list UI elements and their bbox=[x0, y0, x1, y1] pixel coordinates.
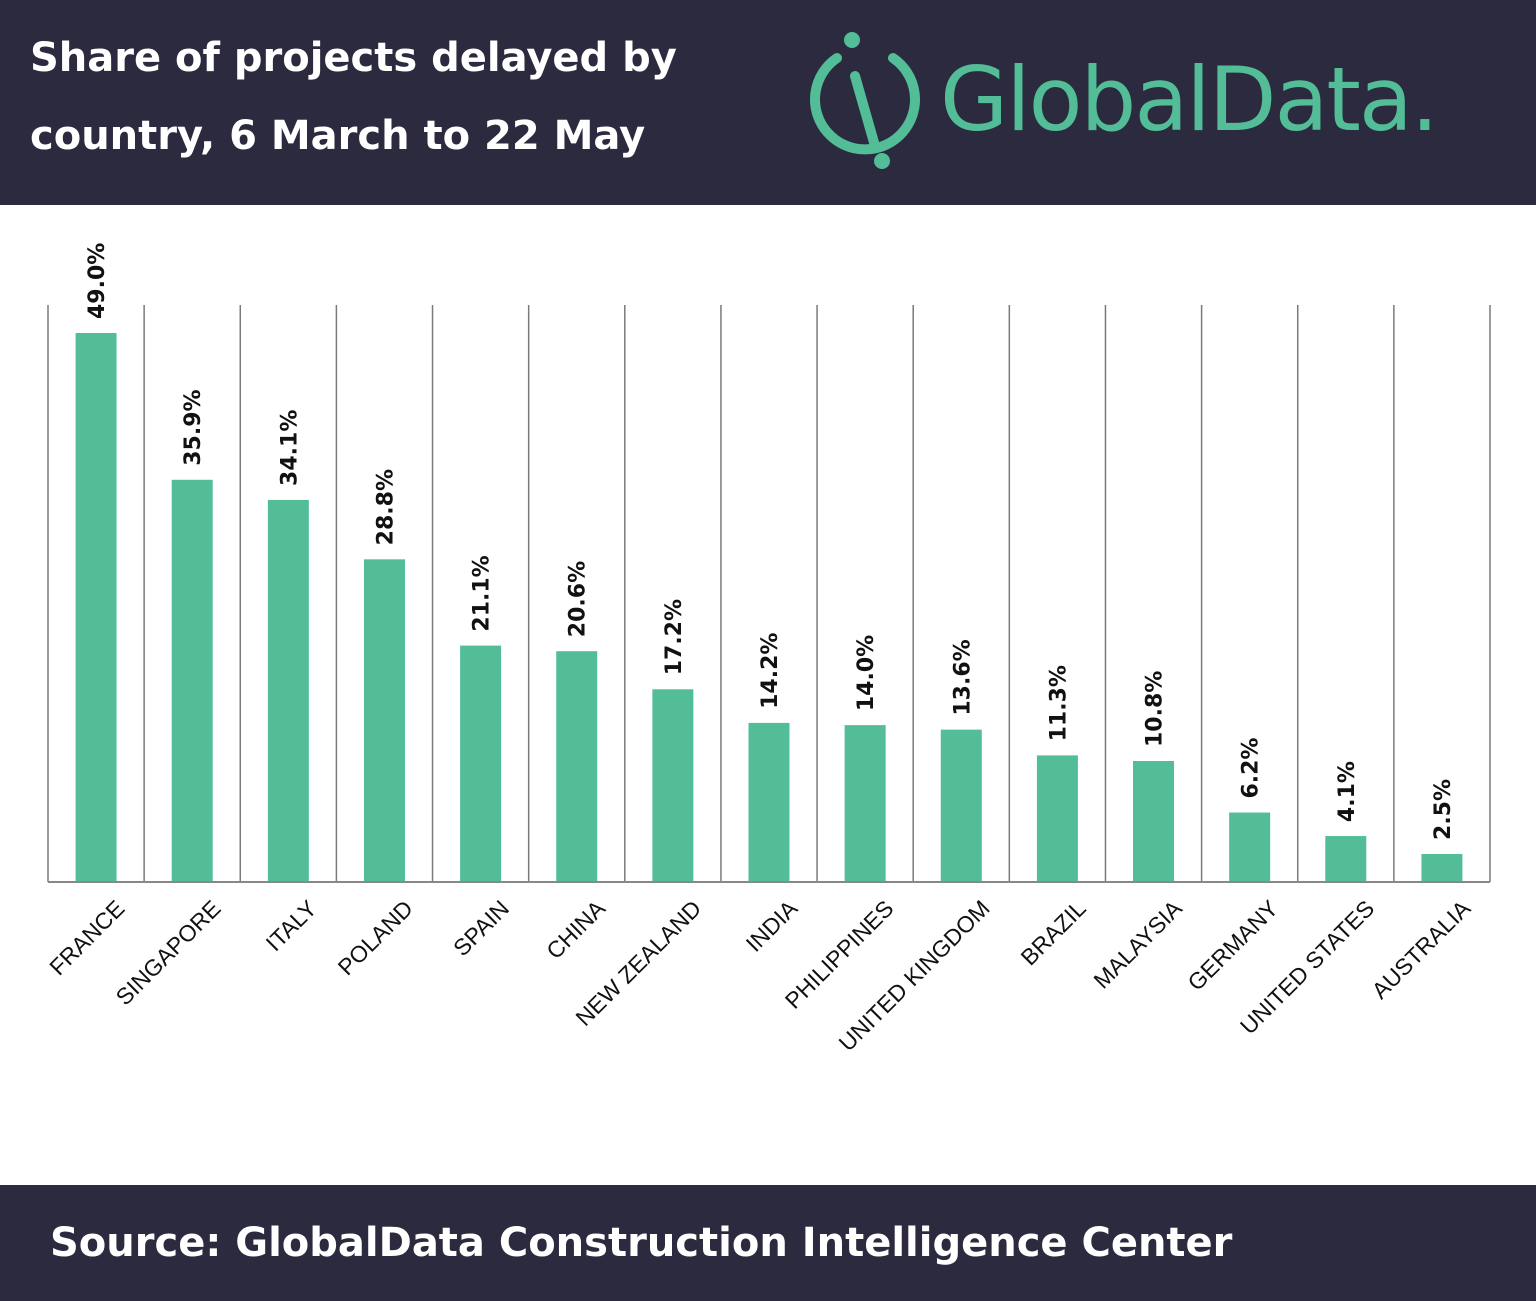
value-label: 35.9% bbox=[181, 389, 206, 465]
globaldata-logo-icon bbox=[810, 32, 920, 169]
category-label: CHINA bbox=[541, 895, 610, 964]
bar-italy bbox=[267, 499, 309, 882]
category-label: SPAIN bbox=[448, 895, 514, 961]
grid-layer bbox=[47, 305, 1491, 882]
value-label: 21.1% bbox=[470, 555, 495, 631]
bar-germany bbox=[1229, 812, 1271, 882]
bar-united-kingdom bbox=[940, 729, 982, 882]
category-label: BRAZIL bbox=[1015, 895, 1090, 970]
value-label: 17.2% bbox=[662, 599, 687, 675]
category-label: AUSTRALIA bbox=[1367, 895, 1476, 1004]
source-note: Source: GlobalData Construction Intellig… bbox=[50, 1220, 1233, 1266]
bar-new-zealand bbox=[652, 689, 694, 882]
category-label: INDIA bbox=[741, 895, 803, 957]
bar-philippines bbox=[844, 725, 886, 882]
bar-layer bbox=[75, 333, 1463, 882]
bar-china bbox=[556, 651, 598, 882]
value-label: 20.6% bbox=[566, 561, 591, 637]
value-label: 49.0% bbox=[85, 243, 110, 319]
header-banner: Share of projects delayed by country, 6 … bbox=[0, 0, 1536, 205]
bar-poland bbox=[363, 559, 405, 882]
chart-title-line-1: Share of projects delayed by bbox=[30, 35, 677, 81]
value-label: 11.3% bbox=[1046, 665, 1071, 741]
globaldata-wordmark: GlobalData. bbox=[940, 48, 1439, 151]
bar-france bbox=[75, 333, 117, 882]
bar-brazil bbox=[1036, 755, 1078, 882]
category-label: FRANCE bbox=[44, 895, 129, 980]
value-label: 2.5% bbox=[1431, 779, 1456, 840]
bar-spain bbox=[460, 645, 502, 882]
value-label: 10.8% bbox=[1143, 671, 1168, 747]
bar-singapore bbox=[171, 479, 213, 882]
category-label: MALAYSIA bbox=[1088, 895, 1187, 994]
bar-malaysia bbox=[1133, 760, 1175, 882]
value-label: 13.6% bbox=[950, 639, 975, 715]
value-label: 4.1% bbox=[1335, 761, 1360, 822]
chart-title-line-2: country, 6 March to 22 May bbox=[30, 113, 646, 159]
category-label: ITALY bbox=[261, 895, 322, 956]
value-label: 6.2% bbox=[1239, 738, 1264, 799]
label-layer: 49.0%FRANCE35.9%SINGAPORE34.1%ITALY28.8%… bbox=[44, 243, 1476, 1056]
bar-chart: 49.0%FRANCE35.9%SINGAPORE34.1%ITALY28.8%… bbox=[44, 243, 1491, 1056]
category-label: GERMANY bbox=[1182, 895, 1283, 996]
category-label: POLAND bbox=[333, 895, 418, 980]
bar-united-states bbox=[1325, 836, 1367, 882]
bar-australia bbox=[1421, 853, 1463, 882]
globaldata-logo: GlobalData. bbox=[800, 28, 1510, 178]
value-label: 28.8% bbox=[373, 469, 398, 545]
value-label: 34.1% bbox=[277, 410, 302, 486]
value-label: 14.2% bbox=[758, 633, 783, 709]
value-label: 14.0% bbox=[854, 635, 879, 711]
bar-india bbox=[748, 722, 790, 882]
footer-banner: Source: GlobalData Construction Intellig… bbox=[0, 1185, 1536, 1301]
